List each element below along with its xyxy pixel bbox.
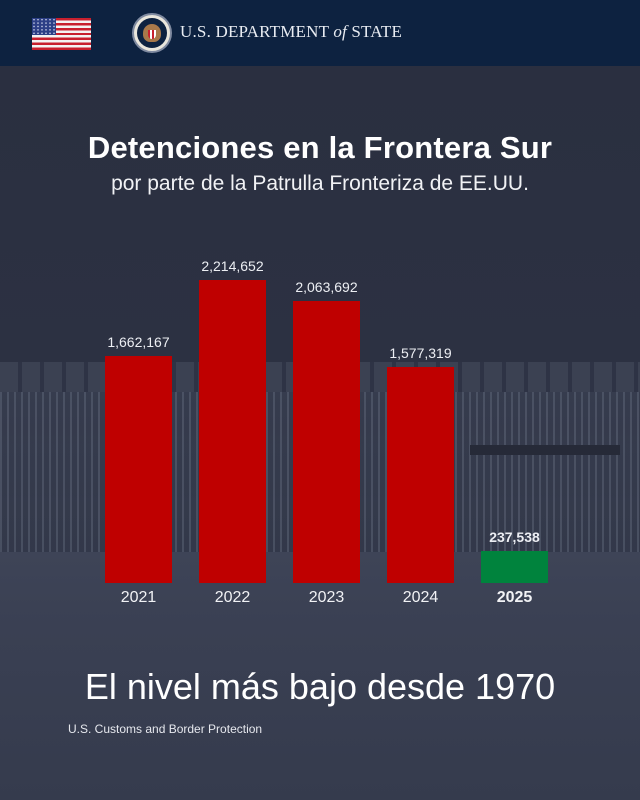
year-label-2025: 2025	[496, 589, 533, 606]
ground-backdrop	[0, 552, 640, 800]
year-label-2024: 2024	[402, 589, 439, 606]
bar-2025	[481, 551, 548, 583]
chart-title: Detenciones en la Frontera Sur	[87, 130, 553, 165]
border-gate	[470, 445, 620, 455]
value-label-2022: 2,214,652	[201, 258, 264, 274]
tagline: El nivel más bajo desde 1970	[84, 666, 556, 707]
org-name: U.S. DEPARTMENT of STATE	[180, 22, 403, 41]
chart-subtitle: por parte de la Patrulla Fronteriza de E…	[111, 172, 529, 195]
department-of-state-seal-icon	[132, 13, 172, 53]
value-label-2021: 1,662,167	[107, 334, 170, 350]
value-label-2025: 237,538	[489, 529, 540, 545]
year-label-2021: 2021	[120, 589, 157, 606]
year-label-2023: 2023	[308, 589, 345, 606]
value-label-2024: 1,577,319	[389, 345, 452, 361]
bar-2024	[387, 367, 454, 583]
us-flag-icon	[32, 18, 91, 50]
bar-2023	[293, 301, 360, 583]
header-bar: U.S. DEPARTMENT of STATE	[0, 0, 640, 66]
value-label-2023: 2,063,692	[295, 279, 358, 295]
source-credit: U.S. Customs and Border Protection	[68, 722, 263, 736]
year-label-2022: 2022	[214, 589, 251, 606]
bar-2021	[105, 356, 172, 583]
bar-2022	[199, 280, 266, 583]
